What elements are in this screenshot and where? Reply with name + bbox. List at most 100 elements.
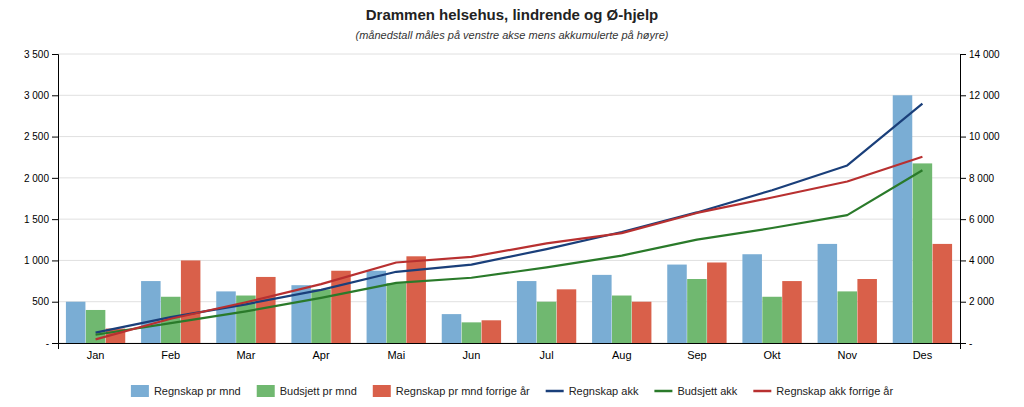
tick-mark — [960, 137, 966, 138]
legend-item: Regnskap akk — [546, 385, 639, 397]
tick: 2 500 — [24, 131, 58, 142]
legend-item: Regnskap pr mnd — [131, 385, 241, 397]
legend-label: Budsjett akk — [677, 385, 737, 397]
tick-label: 2 500 — [24, 131, 49, 142]
legend-label: Regnskap pr mnd — [154, 385, 241, 397]
tick-label: Jun — [463, 349, 481, 361]
tick-label: Sep — [687, 349, 707, 361]
tick-label: 3 000 — [24, 90, 49, 101]
bar — [612, 296, 632, 343]
bar — [462, 322, 482, 343]
bar — [367, 271, 387, 343]
tick-mark — [52, 302, 58, 303]
tick: Des — [913, 349, 933, 361]
bar — [933, 244, 953, 343]
legend-swatch — [257, 385, 275, 397]
bar — [386, 283, 406, 343]
tick-label: - — [969, 338, 972, 349]
tick: - — [960, 338, 972, 349]
grid — [58, 54, 960, 343]
tick-label: 1 000 — [24, 255, 49, 266]
tick-label: Nov — [837, 349, 857, 361]
bar — [707, 262, 727, 343]
tick-label: 2 000 — [969, 296, 994, 307]
bar — [66, 302, 86, 343]
x-axis: JanFebMarAprMaiJunJulAugSepOktNovDes — [59, 344, 961, 361]
tick-label: Feb — [161, 349, 180, 361]
tick-label: Okt — [764, 349, 781, 361]
tick: 4 000 — [960, 255, 994, 266]
tick-mark — [52, 137, 58, 138]
tick-label: Mai — [387, 349, 405, 361]
chart: Drammen helsehus, lindrende og Ø-hjelp(m… — [0, 0, 1024, 407]
bar — [592, 275, 612, 343]
legend-label: Regnskap akk forrige år — [776, 385, 893, 397]
tick-mark — [960, 219, 966, 220]
tick-mark — [960, 260, 966, 261]
bar — [913, 163, 933, 343]
grid-line — [58, 136, 960, 137]
tick: 2 000 — [24, 173, 58, 184]
bar — [442, 314, 462, 343]
tick-label: Apr — [313, 349, 330, 361]
legend-label: Regnskap pr mnd forrige år — [396, 385, 530, 397]
tick: 10 000 — [960, 131, 1000, 142]
grid-line — [58, 95, 960, 96]
legend-swatch — [753, 390, 771, 393]
tick: Jul — [540, 349, 554, 361]
line — [96, 170, 923, 335]
bar — [632, 302, 652, 343]
tick: Mai — [387, 349, 405, 361]
legend-item: Budsjett akk — [654, 385, 737, 397]
legend-swatch — [546, 390, 564, 393]
tick: Jan — [87, 349, 105, 361]
tick-mark — [52, 219, 58, 220]
bar-series — [66, 95, 912, 343]
marks — [66, 95, 952, 343]
tick: 3 000 — [24, 90, 58, 101]
bar-series — [106, 244, 952, 343]
bar — [687, 279, 707, 343]
tick: - — [46, 338, 58, 349]
subtitle: (månedstall måles på venstre akse mens a… — [355, 29, 668, 41]
legend: Regnskap pr mnd Budsjett pr mnd Regnskap p… — [131, 385, 894, 397]
tick: 3 500 — [24, 49, 58, 60]
bar — [837, 291, 857, 343]
tick: Mar — [236, 349, 255, 361]
axis-line — [59, 344, 961, 350]
tick: Apr — [313, 349, 330, 361]
tick: Nov — [837, 349, 857, 361]
legend-label: Budsjett pr mnd — [280, 385, 357, 397]
bar — [216, 291, 236, 343]
axis-line — [961, 55, 967, 344]
bar — [818, 244, 838, 343]
legend-item: Regnskap pr mnd forrige år — [373, 385, 530, 397]
y-axis: - 500 1 000 1 500 2 000 2 500 3 000 3 500 — [24, 49, 59, 349]
axis-line — [52, 55, 59, 344]
line — [96, 157, 923, 340]
plot: - 500 1 000 1 500 2 000 2 500 3 000 3 500 - 2 000… — [24, 49, 1000, 361]
bar — [141, 281, 161, 343]
tick-label: Jan — [87, 349, 105, 361]
bar — [331, 271, 351, 343]
tick-mark — [52, 54, 58, 55]
legend-swatch — [373, 385, 391, 397]
tick-mark — [52, 95, 58, 96]
grid-line — [58, 54, 960, 55]
bar — [537, 302, 557, 343]
tick-label: 10 000 — [969, 131, 1000, 142]
tick: 2 000 — [960, 296, 994, 307]
tick: 500 — [32, 296, 58, 307]
tick-mark — [960, 178, 966, 179]
tick-label: 1 500 — [24, 214, 49, 225]
tick: Feb — [161, 349, 180, 361]
tick: Sep — [687, 349, 707, 361]
tick-label: Jul — [540, 349, 554, 361]
bar — [893, 95, 913, 343]
bar — [181, 260, 201, 343]
tick-label: 14 000 — [969, 49, 1000, 60]
bar — [762, 297, 782, 343]
legend-item: Budsjett pr mnd — [257, 385, 357, 397]
bar — [557, 289, 577, 343]
tick-label: 500 — [32, 296, 49, 307]
